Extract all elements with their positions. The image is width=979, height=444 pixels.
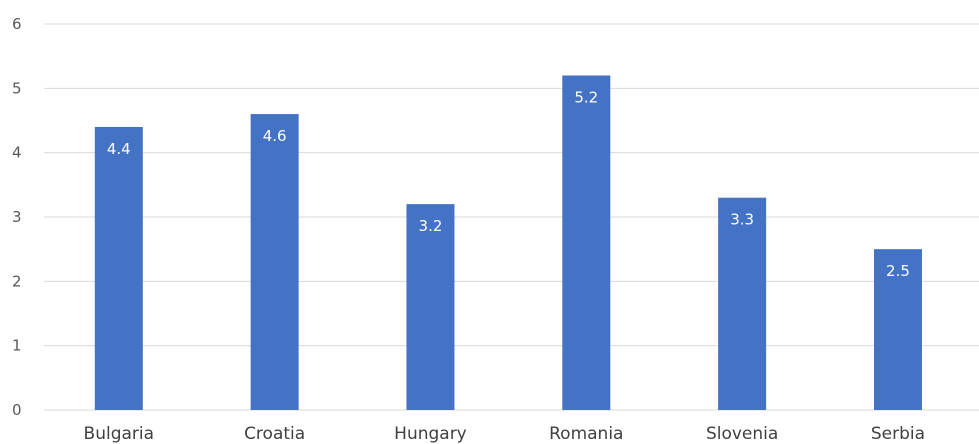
bar-croatia [250,114,299,411]
bar-serbia [873,249,922,410]
x-tick-label: Hungary [394,424,467,444]
y-tick-label: 6 [12,15,22,33]
y-axis-ticks: 0 1 2 3 4 5 6 [12,15,22,419]
data-label: 3.2 [419,217,443,235]
x-axis-ticks: Bulgaria Croatia Hungary Romania Slovenia Ser… [84,424,926,444]
y-tick-label: 0 [12,401,22,419]
y-tick-label: 2 [12,272,22,290]
data-label: 3.3 [730,211,754,229]
data-label: 4.6 [263,127,287,145]
y-tick-label: 4 [12,144,22,162]
y-tick-label: 1 [12,337,22,355]
data-labels: 4.4 4.6 3.2 5.2 3.3 2.5 [107,88,910,280]
x-tick-label: Serbia [871,424,925,444]
data-label: 2.5 [886,262,910,280]
y-tick-label: 3 [12,208,22,226]
bar-bulgaria [94,126,143,410]
bar-romania [562,75,611,410]
x-tick-label: Slovenia [706,424,778,444]
data-label: 5.2 [574,88,598,106]
data-label: 4.4 [107,140,131,158]
bars [94,75,922,411]
x-tick-label: Romania [549,424,623,444]
bar-hungary [406,204,455,410]
y-tick-label: 5 [12,79,22,97]
gridlines [44,23,979,411]
x-tick-label: Croatia [244,424,305,444]
x-tick-label: Bulgaria [84,424,155,444]
bar-slovenia [718,197,767,410]
